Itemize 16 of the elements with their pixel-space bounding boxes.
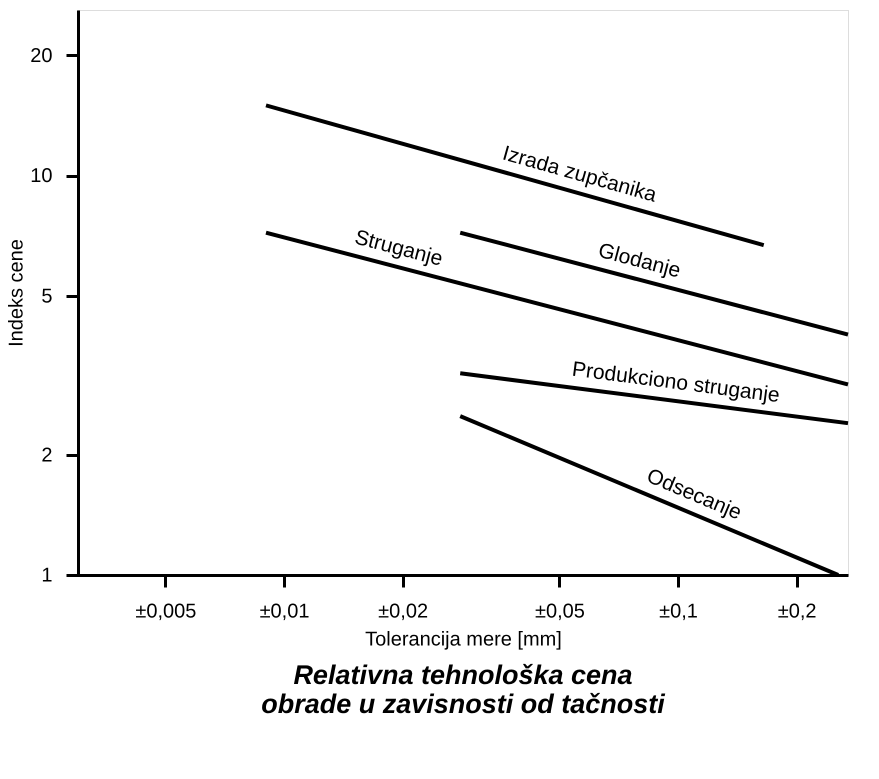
y-tick-label: 20 — [30, 45, 52, 67]
y-tick-label: 5 — [41, 285, 52, 308]
text: Produkciono struganje — [570, 358, 781, 408]
x-tick-label: ±0,01 — [260, 600, 310, 622]
text: Glodanje — [596, 238, 683, 282]
x-tick-label: ±0,1 — [659, 600, 698, 622]
y-tick-label: 2 — [41, 444, 52, 466]
x-tick-label: ±0,02 — [378, 600, 428, 622]
x-tick-label: ±0,05 — [534, 600, 585, 622]
text: Relativna tehnološka cena obrade u zavisnosti od tačnosti — [261, 660, 666, 719]
y-axis-title: Indeks cene — [5, 239, 28, 347]
x-axis-title: Tolerancija mere [mm] — [365, 628, 562, 650]
x-tick-label: ±0,2 — [778, 600, 817, 622]
x-tick-label: ±0,005 — [135, 600, 196, 622]
y-tick-label: 10 — [30, 165, 52, 188]
y-tick-label: 1 — [41, 564, 52, 586]
